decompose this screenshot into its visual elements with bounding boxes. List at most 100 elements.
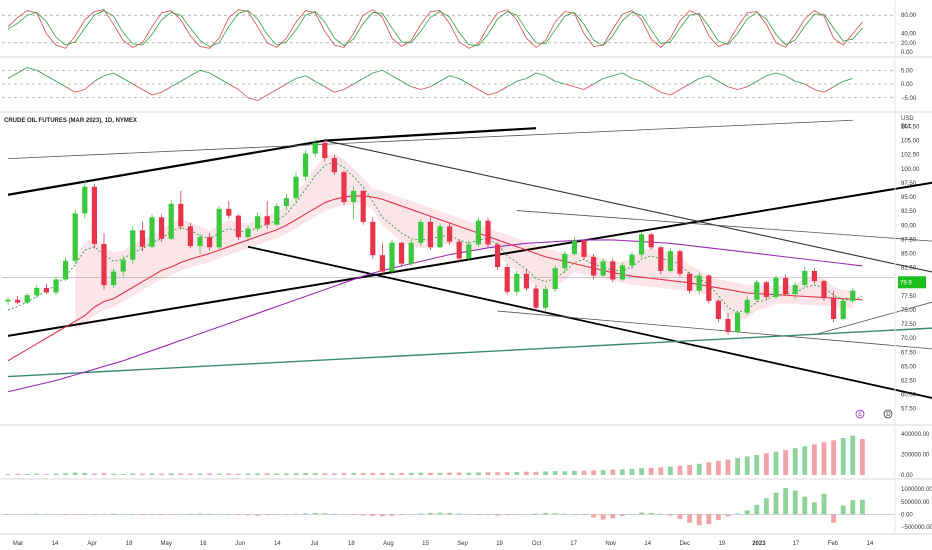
- hist-bar: [591, 514, 596, 518]
- candle-body: [754, 282, 760, 300]
- price-tick-label: 102.50: [901, 153, 920, 159]
- x-tick-label: 14: [867, 541, 874, 547]
- candle: [207, 233, 213, 251]
- candle-body: [91, 186, 97, 244]
- volume-bar: [370, 472, 376, 475]
- mom-line-segment: [65, 86, 76, 93]
- volume-bar: [850, 435, 856, 475]
- mom-line-segment: [113, 72, 124, 79]
- candle: [15, 295, 21, 305]
- candle-body: [399, 242, 405, 264]
- x-tick-label: 14: [644, 541, 651, 547]
- volume-bar: [197, 473, 203, 475]
- volume-bar: [332, 473, 337, 475]
- mom-line-segment: [670, 89, 681, 96]
- mom-line-segment: [27, 67, 37, 71]
- candle: [274, 203, 280, 227]
- candle: [437, 222, 443, 249]
- hist-bar: [197, 513, 203, 515]
- candle: [495, 242, 501, 270]
- candle: [399, 241, 405, 267]
- candle: [178, 190, 184, 230]
- volume-bar: [735, 458, 740, 475]
- mom-line-segment: [132, 83, 143, 90]
- candle: [111, 268, 117, 288]
- hist-bar: [140, 514, 145, 516]
- hist-bar: [716, 514, 721, 521]
- event-marker-e-circle: [855, 409, 865, 419]
- candle: [91, 184, 97, 249]
- candle-body: [216, 208, 222, 248]
- mom-line-segment: [257, 94, 268, 101]
- candle-body: [783, 277, 789, 295]
- mom-line-segment: [833, 80, 844, 88]
- volume-bar: [792, 448, 798, 475]
- event-marker-d-label: D: [886, 412, 891, 418]
- candle: [648, 233, 654, 250]
- candle-body: [725, 318, 731, 332]
- volume-bar: [351, 473, 356, 475]
- candle: [773, 275, 779, 300]
- candle: [639, 231, 645, 258]
- hist-bar: [639, 512, 644, 515]
- volume-bar: [264, 473, 270, 475]
- candle-body: [773, 277, 779, 297]
- stoch-tick-label: 80.00: [901, 13, 917, 19]
- mom-line-segment: [209, 72, 220, 79]
- candle-body: [34, 287, 40, 296]
- volume-bar: [677, 465, 683, 475]
- hist-bar: [552, 513, 558, 515]
- mom-line-segment: [679, 83, 690, 90]
- volume-bar: [15, 473, 20, 475]
- mom-line-segment: [103, 72, 114, 77]
- hist-tick-label: 500000.00: [901, 500, 930, 506]
- candle: [667, 248, 673, 273]
- candle-body: [763, 282, 769, 297]
- hist-bar: [408, 514, 414, 515]
- mom-tick-label: −5.00: [901, 96, 917, 102]
- mom-line-segment: [238, 89, 249, 99]
- candle-body: [197, 237, 203, 247]
- hist-bar: [5, 514, 11, 515]
- hist-bar: [101, 513, 107, 515]
- mom-line-segment: [497, 86, 508, 93]
- trendline-5: [324, 140, 932, 273]
- x-tick-label: 14: [52, 541, 59, 547]
- mom-line-segment: [324, 86, 335, 93]
- volume-bar: [140, 473, 145, 475]
- volume-bar: [360, 473, 366, 475]
- hist-bar: [226, 514, 232, 516]
- volume-bar: [764, 453, 769, 475]
- candle-body: [408, 242, 414, 264]
- hist-tick-label: 0.00: [901, 512, 913, 518]
- trendline-1: [324, 127, 537, 142]
- price-tick-label: 95.00: [901, 195, 917, 201]
- mom-line-segment: [161, 86, 172, 93]
- volume-bar: [341, 473, 347, 475]
- volume-bar: [408, 472, 414, 475]
- mom-line-segment: [372, 69, 383, 74]
- candle: [418, 219, 424, 247]
- mom-line-segment: [631, 78, 642, 82]
- volume-bar: [72, 472, 78, 475]
- candle-body: [571, 240, 577, 255]
- candle: [744, 296, 750, 316]
- candle: [802, 267, 808, 287]
- hist-bar: [428, 512, 433, 515]
- candle: [456, 239, 462, 263]
- hist-bar: [399, 514, 404, 516]
- mom-line-segment: [564, 83, 575, 88]
- candle-body: [168, 203, 174, 239]
- hist-bar: [504, 514, 510, 516]
- candle: [331, 155, 337, 176]
- candle: [303, 150, 309, 181]
- trendline-4: [247, 245, 932, 399]
- x-tick-label: 17: [793, 541, 800, 547]
- volume-bar: [562, 471, 568, 475]
- volume-bar: [860, 439, 865, 475]
- candle: [658, 245, 664, 275]
- hist-bar: [821, 493, 827, 515]
- hist-bar: [572, 514, 577, 515]
- candle: [792, 282, 798, 300]
- hist-bar: [389, 514, 395, 516]
